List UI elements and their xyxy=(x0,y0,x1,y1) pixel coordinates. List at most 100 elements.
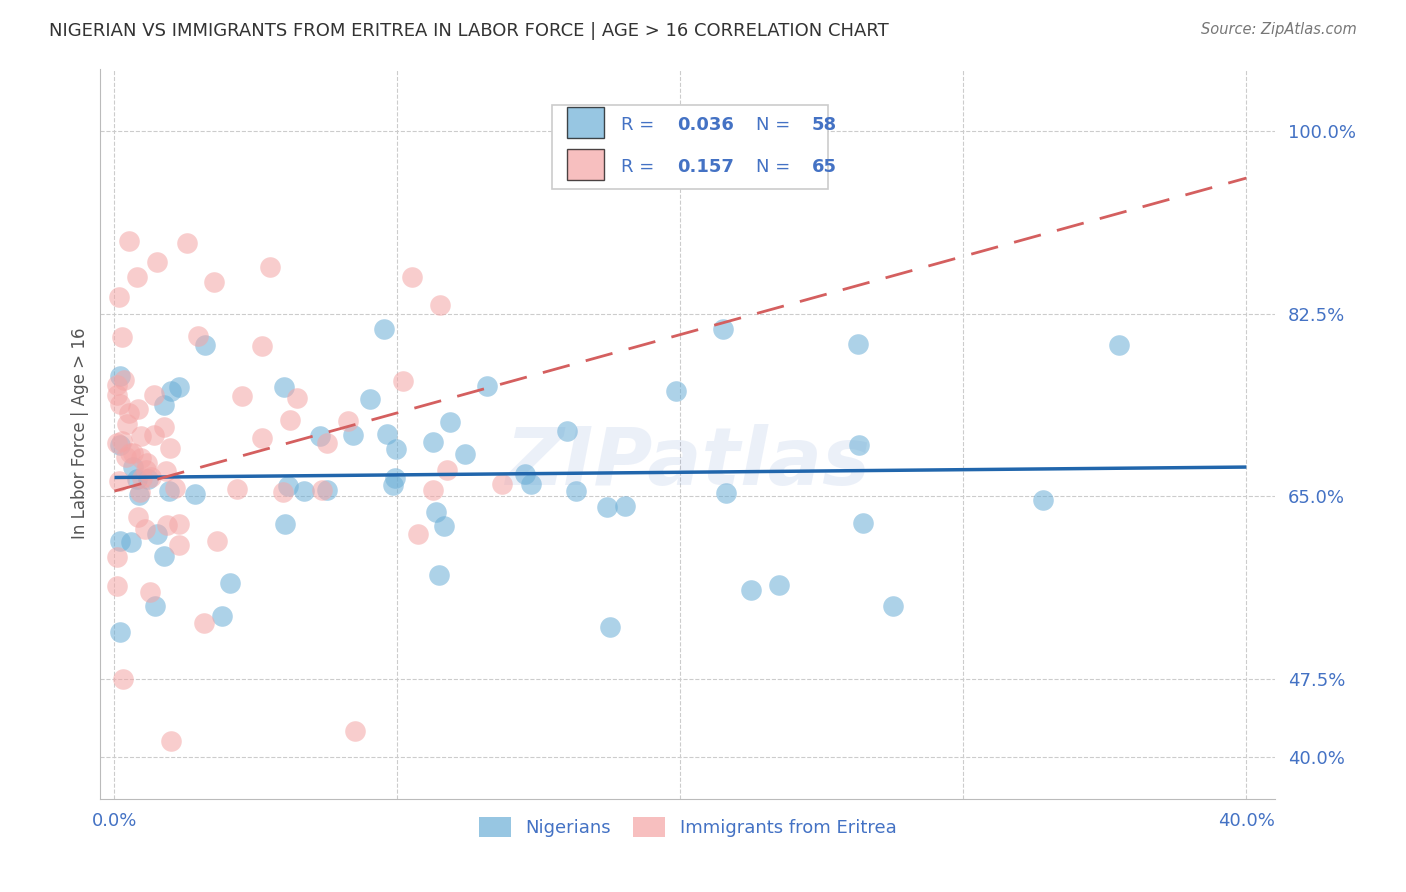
Point xyxy=(846,336,869,351)
Point xyxy=(139,470,162,484)
Y-axis label: In Labor Force | Age > 16: In Labor Force | Age > 16 xyxy=(72,328,89,540)
Point xyxy=(422,434,444,449)
Point xyxy=(564,483,586,498)
Point xyxy=(406,527,429,541)
Point xyxy=(252,339,274,353)
Point xyxy=(202,276,225,290)
Point xyxy=(138,472,160,486)
Point xyxy=(557,424,579,438)
Point xyxy=(136,456,159,470)
Point xyxy=(1032,493,1054,508)
Point xyxy=(117,234,139,248)
Text: NIGERIAN VS IMMIGRANTS FROM ERITREA IN LABOR FORCE | AGE > 16 CORRELATION CHART: NIGERIAN VS IMMIGRANTS FROM ERITREA IN L… xyxy=(49,22,889,40)
Point xyxy=(107,290,129,304)
FancyBboxPatch shape xyxy=(567,107,605,137)
Point xyxy=(111,434,134,449)
Point xyxy=(382,477,405,491)
Point xyxy=(422,483,444,497)
Point xyxy=(740,583,762,598)
Point xyxy=(285,391,308,405)
Point xyxy=(115,417,138,432)
Point xyxy=(108,437,131,451)
Point xyxy=(155,464,177,478)
Point xyxy=(152,398,174,412)
Point xyxy=(121,446,143,460)
Point xyxy=(105,377,128,392)
Point xyxy=(135,463,157,477)
Point xyxy=(187,328,209,343)
Point xyxy=(146,526,169,541)
Point xyxy=(848,438,870,452)
Point xyxy=(129,450,152,465)
Point xyxy=(273,380,295,394)
Point xyxy=(143,599,166,613)
Point xyxy=(1108,338,1130,352)
Point xyxy=(111,330,134,344)
Point xyxy=(852,516,875,530)
Point xyxy=(127,401,149,416)
Point xyxy=(377,427,399,442)
FancyBboxPatch shape xyxy=(567,149,605,179)
Point xyxy=(176,236,198,251)
Text: 65: 65 xyxy=(813,158,837,176)
Point xyxy=(401,270,423,285)
Legend: Nigerians, Immigrants from Eritrea: Nigerians, Immigrants from Eritrea xyxy=(471,809,904,845)
Point xyxy=(342,428,364,442)
Point xyxy=(193,615,215,630)
Text: 0.157: 0.157 xyxy=(676,158,734,176)
Point xyxy=(429,298,451,312)
Point xyxy=(336,415,359,429)
Point xyxy=(165,481,187,495)
Point xyxy=(309,429,332,443)
Text: N =: N = xyxy=(755,116,790,134)
Text: 58: 58 xyxy=(813,116,837,134)
Point xyxy=(159,441,181,455)
Point xyxy=(156,518,179,533)
Point xyxy=(599,620,621,634)
Point xyxy=(153,420,176,434)
Point xyxy=(491,477,513,491)
Point xyxy=(115,450,138,465)
Point xyxy=(118,406,141,420)
Point xyxy=(127,509,149,524)
Point xyxy=(315,483,337,497)
Text: R =: R = xyxy=(620,158,654,176)
Point xyxy=(111,672,134,686)
Point xyxy=(139,585,162,599)
Point xyxy=(218,575,240,590)
Point xyxy=(105,549,128,564)
Point xyxy=(359,392,381,406)
Point xyxy=(385,442,408,457)
Point xyxy=(226,482,249,496)
Point xyxy=(613,499,636,513)
Point xyxy=(278,412,301,426)
Point xyxy=(316,436,339,450)
Point xyxy=(425,505,447,519)
Text: R =: R = xyxy=(620,116,654,134)
Point xyxy=(205,534,228,549)
Point xyxy=(142,388,165,402)
Point xyxy=(259,260,281,274)
Point xyxy=(169,380,191,394)
Point xyxy=(453,447,475,461)
Point xyxy=(311,483,333,497)
Point xyxy=(882,599,904,613)
Point xyxy=(515,467,537,481)
Point xyxy=(131,471,153,485)
Point xyxy=(160,734,183,748)
Point xyxy=(134,522,156,536)
Point xyxy=(167,538,190,552)
Point xyxy=(159,384,181,398)
Point xyxy=(108,368,131,383)
Point xyxy=(475,378,498,392)
Point xyxy=(120,445,142,459)
Point xyxy=(292,483,315,498)
Point xyxy=(273,517,295,532)
Point xyxy=(429,568,451,582)
Point xyxy=(384,470,406,484)
Point xyxy=(125,472,148,486)
Point xyxy=(768,578,790,592)
Point xyxy=(211,609,233,624)
Point xyxy=(110,397,132,411)
Point xyxy=(107,435,129,450)
